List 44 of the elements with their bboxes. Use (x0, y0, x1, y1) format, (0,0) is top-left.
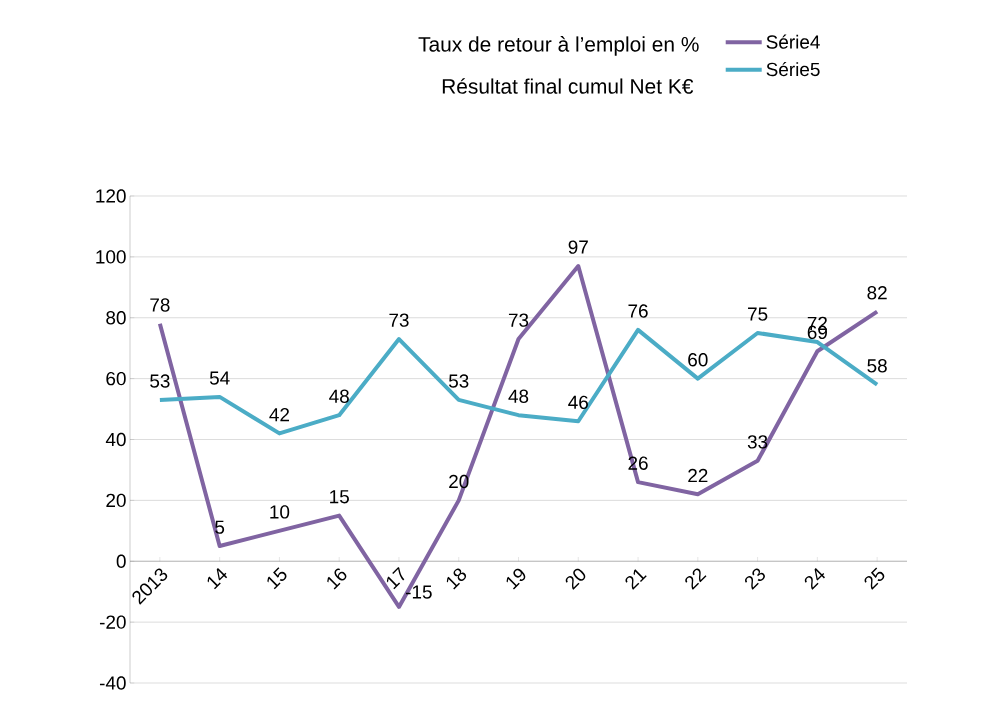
x-tick-label: 21 (625, 569, 647, 590)
x-tick-label: 23 (744, 568, 765, 590)
x-tick-label: 14 (207, 567, 228, 590)
x-tick-label: 18 (446, 568, 467, 590)
y-tick-label: 60 (106, 371, 126, 386)
x-tick-label: 22 (685, 568, 707, 590)
data-label: 73 (389, 313, 409, 327)
y-tick-label: 120 (96, 189, 126, 203)
x-tick-label: 19 (506, 568, 526, 590)
data-label: 97 (568, 240, 588, 254)
x-tick-label: 20 (565, 568, 586, 590)
x-tick-label: 24 (804, 568, 826, 590)
data-label: 53 (150, 374, 170, 388)
y-tick-label: 40 (105, 432, 126, 447)
data-label: 82 (867, 286, 887, 300)
data-label: 54 (209, 371, 230, 385)
y-tick-label: -40 (99, 676, 126, 690)
data-label: 75 (748, 307, 768, 321)
data-label: 10 (270, 505, 290, 519)
data-label: 46 (568, 395, 588, 410)
y-tick-label: 80 (106, 311, 126, 325)
data-label: 78 (150, 298, 170, 312)
y-tick-label: 20 (106, 493, 126, 508)
chart-subtitle: Résultat final cumul Net K€ (442, 78, 694, 94)
data-label: 15 (330, 490, 349, 504)
x-tick-label: 15 (267, 567, 287, 590)
x-tick-label: 25 (864, 567, 885, 590)
data-label: 22 (688, 468, 708, 483)
data-label: 53 (448, 374, 469, 388)
data-label: 60 (688, 353, 708, 367)
data-label: 42 (269, 407, 289, 422)
y-tick-label: 0 (116, 554, 126, 568)
data-label: 76 (628, 304, 648, 318)
data-label: 48 (329, 389, 349, 403)
chart-title: Taux de retour à l’emploi en % (418, 36, 699, 56)
x-tick-label: 16 (327, 568, 347, 590)
y-tick-label: -20 (99, 615, 126, 629)
x-tick-label: 17 (386, 566, 405, 590)
data-label: 48 (508, 389, 529, 403)
data-label: 73 (508, 313, 529, 327)
y-tick-label: 100 (96, 250, 126, 264)
legend-label: Série4 (766, 34, 820, 49)
legend-label: Série5 (766, 62, 820, 77)
data-label: 58 (867, 359, 887, 373)
